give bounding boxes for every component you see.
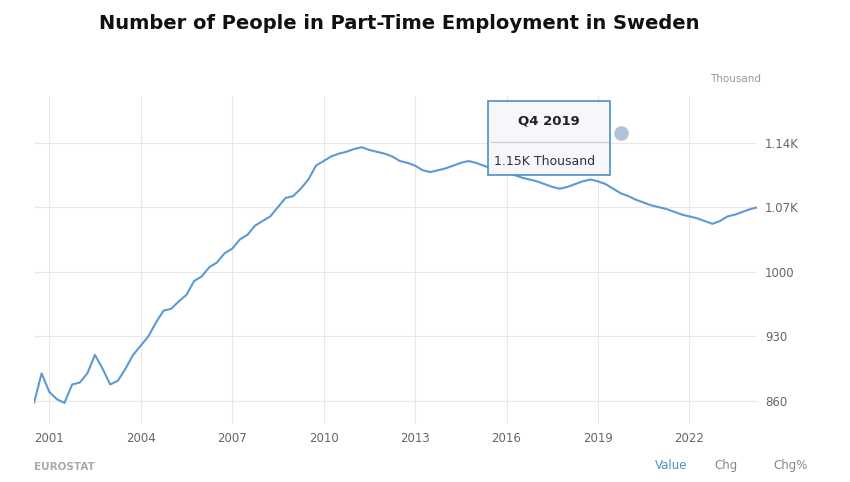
Text: EUROSTAT: EUROSTAT — [34, 462, 95, 472]
Text: Thousand: Thousand — [710, 74, 761, 84]
Text: Chg: Chg — [714, 459, 737, 472]
FancyBboxPatch shape — [488, 101, 610, 175]
Text: Number of People in Part-Time Employment in Sweden: Number of People in Part-Time Employment… — [99, 14, 700, 33]
Text: Chg%: Chg% — [774, 459, 807, 472]
Point — [614, 130, 627, 137]
Text: Value: Value — [654, 459, 687, 472]
Text: Q4 2019: Q4 2019 — [518, 115, 580, 128]
Text: 1.15K Thousand: 1.15K Thousand — [495, 155, 596, 168]
